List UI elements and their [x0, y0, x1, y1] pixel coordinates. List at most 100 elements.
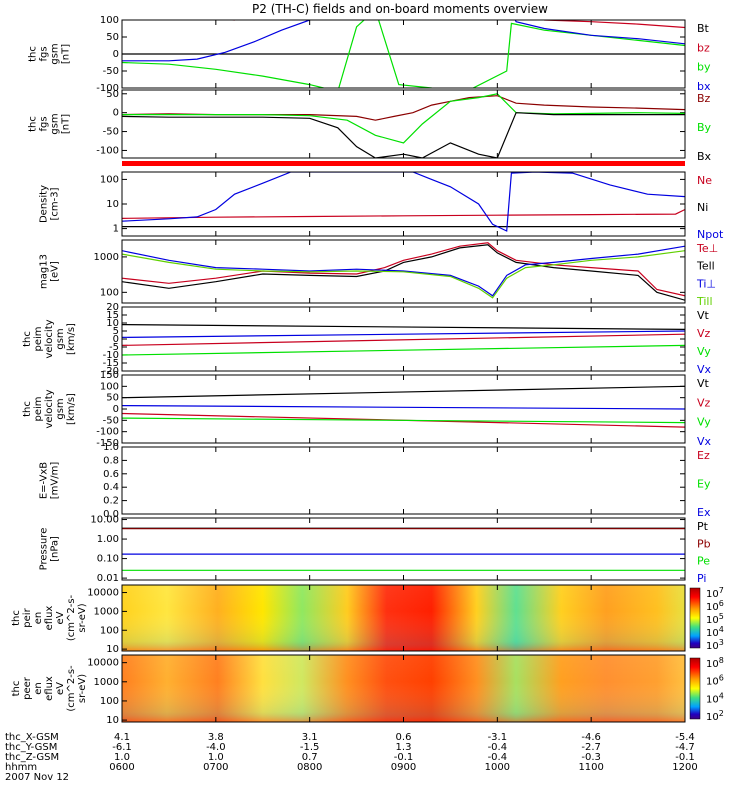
y-tick-label: -100: [96, 145, 119, 156]
series-line-Te⊥: [122, 242, 685, 297]
ephem-row-label: thc_Z-GSM: [5, 752, 59, 763]
y-tick-label: 5: [113, 326, 119, 337]
y-tick-label: -15: [103, 358, 119, 369]
legend-label-Vt: Vt: [697, 377, 710, 390]
y-tick-label: 1000: [94, 677, 119, 688]
legend-label-Vx: Vx: [697, 435, 712, 448]
series-line-Vy: [122, 417, 685, 424]
y-tick-label: 0.8: [103, 455, 119, 466]
y-axis-label: fgs: [39, 46, 50, 61]
colorbar-tick-label: 107: [706, 586, 724, 600]
legend-label-Tell: Tell: [696, 260, 715, 273]
y-tick-label: 150: [100, 370, 119, 381]
y-axis-label: Pressure: [39, 528, 50, 571]
legend-label-bz: bz: [697, 41, 710, 54]
colorbar-tick-label: 106: [706, 599, 724, 613]
mode-bar: [122, 161, 685, 166]
ephem-value: 3.1: [302, 732, 318, 743]
y-tick-label: -50: [103, 127, 119, 138]
series-line-Vy: [122, 344, 685, 356]
legend-label-Vz: Vz: [697, 327, 711, 340]
colorbar-tick-label: 104: [706, 691, 724, 705]
legend-label-Bt: Bt: [697, 22, 710, 35]
ephem-value: 4.1: [114, 732, 130, 743]
series-line-bz: [221, 20, 685, 29]
series-line-bx: [122, 20, 685, 62]
y-tick-label: 0.0: [103, 509, 119, 520]
series-group: [122, 527, 685, 571]
y-axis-label: sr-eV): [77, 674, 88, 703]
series-line-Vz: [122, 333, 685, 346]
y-tick-label: 10: [106, 644, 119, 655]
legend-label-Ne: Ne: [697, 174, 712, 187]
y-tick-label: -100: [96, 427, 119, 438]
y-tick-label: 50: [106, 393, 119, 404]
y-tick-label: 50: [106, 89, 119, 100]
hhmm-label: hhmm: [5, 762, 37, 773]
series-line-Tell: [122, 244, 685, 301]
hour-label: 0600: [109, 762, 134, 773]
hour-label: 1100: [578, 762, 603, 773]
ephem-value: 1.0: [114, 752, 130, 763]
y-tick-label: 50: [106, 32, 119, 43]
y-tick-label: 10.00: [90, 515, 119, 526]
ephem-value: -4.6: [581, 732, 601, 743]
legend-label-Pb: Pb: [697, 537, 711, 550]
y-tick-label: -50: [103, 415, 119, 426]
y-axis-label: en: [33, 612, 44, 625]
y-tick-label: 0: [113, 404, 119, 415]
series-group: [122, 20, 685, 88]
y-tick-label: 100: [100, 696, 119, 707]
series-group: [122, 324, 685, 356]
series-line-Vt: [122, 324, 685, 330]
y-tick-label: 100: [100, 174, 119, 185]
legend-label-Bx: Bx: [697, 150, 712, 163]
y-tick-label: -50: [103, 66, 119, 77]
legend-label-Ex: Ex: [697, 506, 711, 519]
y-tick-label: -20: [103, 366, 119, 377]
y-axis-label: thc: [22, 401, 33, 417]
legend-label-Ez: Ez: [697, 449, 710, 462]
legend-label-bx: bx: [697, 80, 711, 93]
series-line-Npot: [122, 172, 685, 232]
ephem-value: -0.4: [488, 742, 508, 753]
panel-efield: 1.0 0.8 0.6 0.4 0.2 0.0 E=-VxB [mV/m] Ez Ey Ex: [39, 442, 711, 520]
y-axis-label: peim: [33, 326, 44, 351]
y-tick-label: -150: [96, 438, 119, 449]
y-axis-label: gsm: [50, 113, 61, 134]
y-tick-label: 15: [106, 310, 119, 321]
legend-label-Vx: Vx: [697, 363, 712, 376]
y-tick-label: 20: [106, 302, 119, 313]
legend-label-Ey: Ey: [697, 478, 711, 491]
y-axis-label: [mV/m]: [50, 462, 61, 500]
series-line-Vx: [122, 405, 685, 410]
y-axis-label: [nT]: [61, 114, 72, 134]
ephem-value: 0.6: [396, 732, 412, 743]
y-axis-label: thc: [11, 610, 22, 626]
colorbar-tick-label: 108: [706, 656, 724, 670]
legend-label-Pi: Pi: [697, 572, 706, 585]
y-tick-label: 100: [100, 625, 119, 636]
y-axis-label: peim: [33, 396, 44, 421]
ephem-value: -2.7: [581, 742, 601, 753]
y-tick-label: 0.01: [97, 573, 119, 584]
y-tick-label: 1.0: [103, 442, 119, 453]
hour-label: 0800: [297, 762, 322, 773]
y-tick-label: 0: [113, 49, 119, 60]
legend-label-Vz: Vz: [697, 396, 711, 409]
ephem-value: -4.0: [206, 742, 226, 753]
y-tick-label: -5: [109, 342, 119, 353]
y-axis-label: peir: [22, 607, 33, 627]
y-tick-label: 0.6: [103, 469, 119, 480]
y-tick-label: 10: [106, 318, 119, 329]
hour-label: 0700: [203, 762, 228, 773]
legend-label-Pe: Pe: [697, 555, 710, 568]
colorbar-tick-label: 106: [706, 674, 724, 688]
y-axis-label: [nPa]: [50, 536, 61, 562]
ephem-value: -0.1: [675, 752, 695, 763]
y-tick-label: 0: [113, 108, 119, 119]
